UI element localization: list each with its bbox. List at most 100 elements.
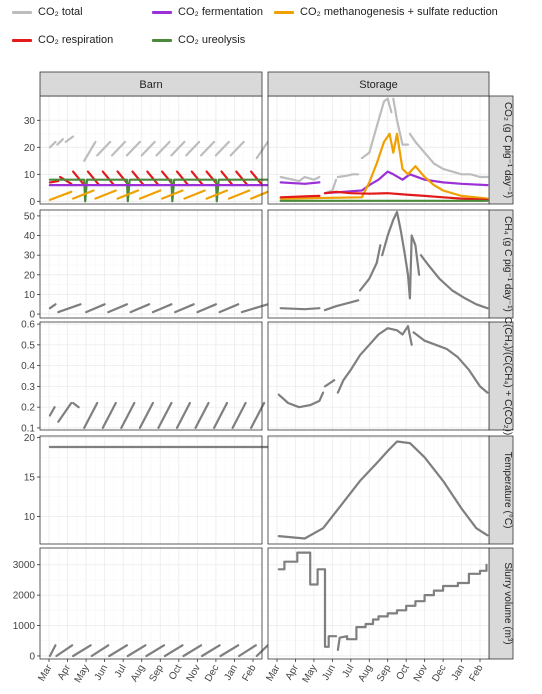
y-tick-label: 0 xyxy=(29,651,35,662)
series-line xyxy=(336,173,360,179)
y-tick-label: 30 xyxy=(24,251,36,262)
series-line xyxy=(205,189,229,200)
series-line xyxy=(138,401,154,429)
series-line xyxy=(277,391,325,409)
x-tick-label: Dec xyxy=(203,663,221,684)
series-line xyxy=(48,180,60,184)
y-tick-label: 0 xyxy=(29,310,35,321)
series-line xyxy=(72,401,80,409)
series-line xyxy=(48,644,57,658)
series-line xyxy=(86,170,101,187)
series-line xyxy=(419,254,489,310)
series-line xyxy=(235,170,249,187)
y-tick-label: 10 xyxy=(24,290,36,301)
x-tick-label: May xyxy=(73,663,92,685)
series-line xyxy=(94,189,117,200)
series-line xyxy=(138,189,162,200)
series-line xyxy=(101,170,115,187)
series-line xyxy=(163,644,184,658)
series-line xyxy=(323,379,336,388)
series-line xyxy=(145,644,166,658)
panel-volume-storage xyxy=(267,547,490,660)
series-line xyxy=(48,303,57,310)
panel-strip-co2 xyxy=(488,95,514,205)
series-line xyxy=(200,644,221,658)
series-line xyxy=(194,401,210,429)
y-tick-label: 20 xyxy=(24,270,36,281)
panel-strip-label-ratio: C(CH₄)/(C(CH₄) + C(CO₂)) xyxy=(502,317,513,435)
panel-strip-label-volume: Slurry volume (m³) xyxy=(502,562,513,644)
panel-border xyxy=(39,209,263,319)
y-tick-label: 50 xyxy=(24,211,36,222)
legend-swatch xyxy=(152,10,172,14)
x-tick-label: Feb xyxy=(467,663,485,684)
series-line xyxy=(220,170,234,187)
series-line xyxy=(48,406,56,417)
series-line xyxy=(126,644,147,658)
x-tick-label: Sep xyxy=(147,663,166,684)
series-line xyxy=(129,303,151,314)
panel-temp-barn xyxy=(39,435,269,545)
series-line xyxy=(155,140,171,157)
x-tick-label: Aug xyxy=(129,663,147,684)
series-line xyxy=(238,644,257,658)
series-line xyxy=(231,401,247,429)
series-line xyxy=(250,190,269,200)
x-tick-label: Sep xyxy=(375,663,394,684)
panel-strip-temp xyxy=(488,435,514,545)
y-tick-label: 0.5 xyxy=(21,340,35,351)
panel-co2-storage xyxy=(267,95,490,205)
panel-temp-storage xyxy=(267,435,490,545)
x-tick-label: Apr xyxy=(284,662,302,682)
series-line xyxy=(120,401,136,429)
facet-strip-storage xyxy=(267,71,490,97)
legend-swatch xyxy=(152,38,172,42)
legend-label: CO₂ fermentation xyxy=(178,6,263,18)
x-tick-label: Jan xyxy=(450,663,468,682)
series-line xyxy=(175,170,190,187)
series-line xyxy=(336,325,413,394)
series-line xyxy=(279,181,321,185)
legend-item-co2-fermentation: CO₂ fermentation xyxy=(152,6,263,18)
series-line xyxy=(358,244,382,292)
panel-co2-barn xyxy=(39,95,269,205)
series-line xyxy=(101,401,117,429)
x-tick-label: Oct xyxy=(167,663,184,682)
facet-strip-barn xyxy=(39,71,263,97)
panel-strip-volume xyxy=(488,547,514,660)
series-line xyxy=(48,190,73,201)
series-line xyxy=(213,401,229,429)
panel-border xyxy=(39,435,263,545)
panel-border xyxy=(267,321,490,431)
series-line xyxy=(48,178,269,203)
series-line xyxy=(279,132,489,200)
series-line xyxy=(56,138,64,146)
legend-swatch xyxy=(274,10,294,14)
y-tick-label: 0.1 xyxy=(21,423,35,434)
series-line xyxy=(175,401,191,429)
legend-item-co2-methanogenesis: CO₂ methanogenesis + sulfate reduction xyxy=(274,6,498,18)
y-tick-label: 15 xyxy=(24,472,36,483)
series-line xyxy=(214,140,230,157)
series-line xyxy=(107,303,128,314)
series-line xyxy=(279,194,321,199)
series-line xyxy=(360,97,393,160)
panels-layer: CO₂ (g C pig⁻¹ day⁻¹) 0 10 20 30 CH₄ (g C pig… xyxy=(13,95,514,685)
legend-item-co2-ureolysis: CO₂ ureolysis xyxy=(152,34,245,46)
legend-label: CO₂ respiration xyxy=(38,34,114,46)
y-tick-label: 0.2 xyxy=(21,403,35,414)
series-line xyxy=(408,132,489,179)
legend-item-co2-total: CO₂ total xyxy=(12,6,83,18)
series-line xyxy=(64,135,75,143)
y-tick-label: 0.4 xyxy=(21,361,35,372)
y-tick-label: 20 xyxy=(24,433,36,444)
x-tick-label: Jul xyxy=(340,663,356,680)
legend-item-co2-respiration: CO₂ respiration xyxy=(12,34,113,46)
x-tick-label: Jan xyxy=(222,663,240,682)
series-line xyxy=(185,140,201,157)
y-tick-label: 10 xyxy=(24,512,36,523)
series-line xyxy=(111,140,127,157)
facet-label-barn: Barn xyxy=(139,79,162,91)
series-line xyxy=(277,551,338,648)
